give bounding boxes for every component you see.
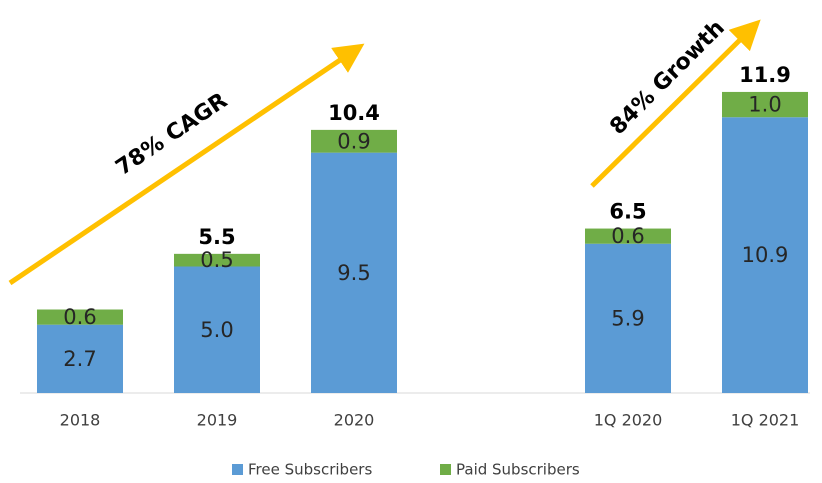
bar-segment (585, 243, 671, 393)
legend-swatch (232, 464, 243, 475)
total-label: 10.4 (328, 101, 380, 125)
total-label: 5.5 (198, 225, 235, 249)
legend-label: Free Subscribers (248, 461, 372, 479)
value-label: 0.5 (200, 248, 233, 272)
legend-label: Paid Subscribers (456, 461, 580, 479)
x-tick-label: 1Q 2021 (731, 411, 800, 430)
x-tick-label: 2019 (197, 411, 238, 430)
bar-segment (722, 91, 808, 118)
bar-segment (174, 253, 260, 267)
value-label: 0.6 (63, 305, 96, 329)
bar-segment (37, 324, 123, 393)
x-tick-label: 2018 (60, 411, 101, 430)
annotation: 78% CAGR (111, 88, 232, 181)
legend-swatch (440, 464, 451, 475)
value-label: 2.7 (63, 347, 96, 371)
total-label: 11.9 (739, 63, 791, 87)
value-label: 5.9 (611, 306, 644, 330)
value-label: 5.0 (200, 318, 233, 342)
annotation: 84% Growth (605, 15, 729, 139)
growth-arrow (8, 43, 365, 286)
bar-segment (311, 152, 397, 393)
bar-segment (585, 228, 671, 244)
growth-arrow (590, 19, 761, 188)
x-tick-label: 2020 (334, 411, 375, 430)
bar-segment (174, 266, 260, 393)
bar-segment (311, 129, 397, 153)
value-label: 0.6 (611, 224, 644, 248)
value-label: 9.5 (337, 261, 370, 285)
bar-segment (37, 309, 123, 325)
value-label: 1.0 (748, 93, 781, 117)
value-label: 0.9 (337, 129, 370, 153)
total-label: 6.5 (609, 200, 646, 224)
value-label: 10.9 (742, 243, 789, 267)
x-tick-label: 1Q 2020 (594, 411, 663, 430)
bar-segment (722, 117, 808, 393)
